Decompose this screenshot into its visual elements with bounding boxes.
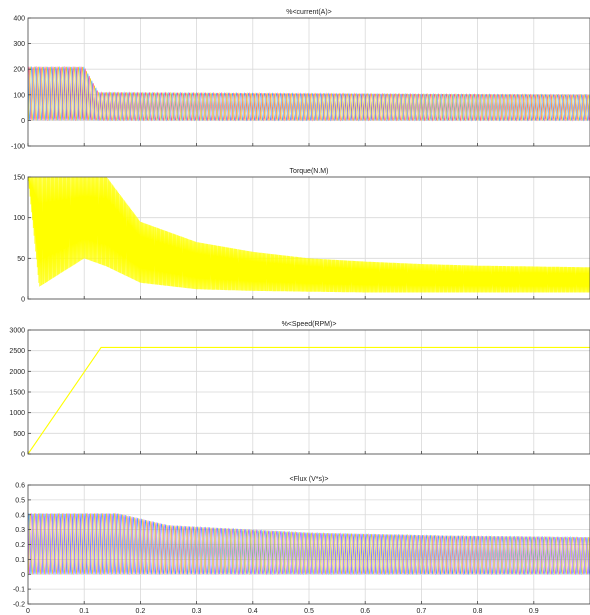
y-tick-label: 2500 bbox=[9, 348, 25, 355]
series-line bbox=[28, 65, 590, 122]
y-tick-label: 2000 bbox=[9, 369, 25, 376]
series-line bbox=[28, 513, 590, 576]
y-tick-label: 0 bbox=[21, 572, 25, 579]
y-tick-label: 0 bbox=[21, 118, 25, 125]
y-tick-label: 400 bbox=[13, 16, 25, 23]
y-tick-label: 1500 bbox=[9, 390, 25, 397]
plot-area bbox=[28, 65, 590, 122]
panel-title: Torque(N.M) bbox=[290, 168, 329, 175]
y-tick-label: 0.5 bbox=[15, 497, 25, 504]
y-tick-label: 0.6 bbox=[15, 483, 25, 490]
series-line bbox=[28, 346, 590, 454]
y-tick-label: 300 bbox=[13, 41, 25, 48]
scope-panels: %<current(A)> -100 0 100 200 300 400 Torque(N.M… bbox=[9, 9, 590, 615]
y-tick-label: 3000 bbox=[9, 328, 25, 335]
panel-title: %<current(A)> bbox=[286, 9, 332, 16]
y-tick-label: 100 bbox=[13, 92, 25, 99]
x-tick-label: 0.9 bbox=[529, 608, 539, 615]
panel-title: %<Speed(RPM)> bbox=[282, 321, 337, 328]
y-tick-label: 500 bbox=[13, 431, 25, 438]
plot-area bbox=[28, 346, 590, 454]
x-tick-label: 0.4 bbox=[248, 608, 258, 615]
y-tick-label: -100 bbox=[11, 144, 25, 151]
y-tick-label: 0 bbox=[21, 452, 25, 459]
series-line bbox=[28, 512, 590, 575]
panel-0: %<current(A)> -100 0 100 200 300 400 bbox=[11, 9, 590, 151]
y-tick-label: 0.4 bbox=[15, 512, 25, 519]
series-line bbox=[28, 177, 590, 293]
panel-3: <Flux (V*s)> -0.2 -0.1 0 0.1 0.2 0.3 0.4 0.5 0.6 0… bbox=[13, 476, 590, 615]
y-tick-label: 0 bbox=[21, 297, 25, 304]
y-tick-label: 1000 bbox=[9, 410, 25, 417]
y-tick-label: -0.2 bbox=[13, 602, 25, 609]
y-tick-label: 100 bbox=[13, 215, 25, 222]
panel-2: %<Speed(RPM)> 0 500 1000 1500 2000 2500 3000 bbox=[9, 321, 590, 459]
x-tick-label: 0.7 bbox=[417, 608, 427, 615]
y-tick-label: 0.2 bbox=[15, 542, 25, 549]
plot-area bbox=[28, 177, 590, 293]
x-tick-label: 0.1 bbox=[79, 608, 89, 615]
x-tick-label: 0.8 bbox=[473, 608, 483, 615]
series-line bbox=[28, 65, 590, 122]
panel-1: Torque(N.M) 0 50 100 150 bbox=[13, 168, 590, 304]
y-tick-label: 0.3 bbox=[15, 527, 25, 534]
x-tick-label: 0.3 bbox=[192, 608, 202, 615]
y-tick-label: 0.1 bbox=[15, 557, 25, 564]
y-tick-label: -0.1 bbox=[13, 587, 25, 594]
panel-title: <Flux (V*s)> bbox=[290, 476, 329, 483]
x-tick-label: 0 bbox=[26, 608, 30, 615]
x-tick-label: 0.6 bbox=[360, 608, 370, 615]
plot-area bbox=[28, 512, 590, 576]
x-tick-label: 0.5 bbox=[304, 608, 314, 615]
series-line bbox=[28, 512, 590, 576]
x-tick-label: 0.2 bbox=[136, 608, 146, 615]
series-line bbox=[28, 66, 590, 122]
y-tick-label: 200 bbox=[13, 67, 25, 74]
y-tick-label: 150 bbox=[13, 175, 25, 182]
y-tick-label: 50 bbox=[17, 256, 25, 263]
